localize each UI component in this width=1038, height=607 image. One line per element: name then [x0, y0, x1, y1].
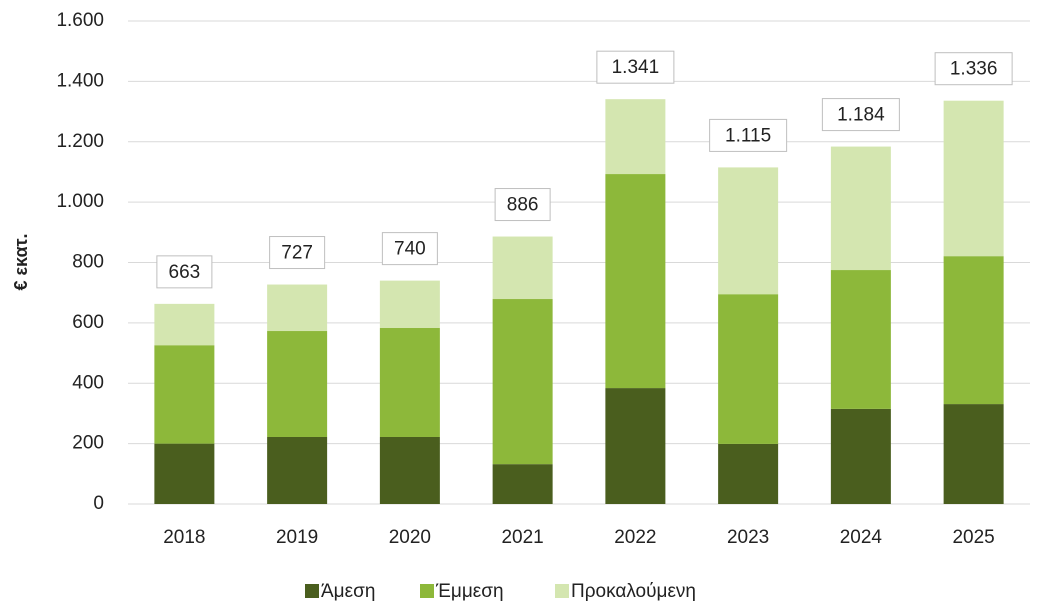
bar-segment — [492, 464, 553, 504]
total-label: 886 — [507, 195, 539, 216]
x-tick-label: 2023 — [727, 527, 769, 548]
y-axis-title: € εκατ. — [11, 233, 31, 290]
bar-segment — [718, 294, 779, 444]
bar-segment — [379, 328, 440, 437]
bar-segment — [492, 299, 553, 465]
x-tick-label: 2018 — [163, 527, 205, 548]
total-label-box — [494, 188, 551, 222]
total-label: 1.115 — [725, 125, 771, 146]
x-tick-label: 2025 — [952, 527, 994, 548]
legend-swatch — [420, 584, 434, 598]
x-tick-label: 2022 — [614, 527, 656, 548]
x-tick-label: 2021 — [501, 527, 543, 548]
bar-segment — [605, 99, 666, 175]
bar-segment — [943, 100, 1004, 257]
bar-segment — [943, 256, 1004, 405]
total-label: 1.341 — [612, 57, 660, 78]
y-tick-label: 200 — [72, 433, 104, 454]
y-tick-label: 1.400 — [56, 70, 104, 91]
bar-segment — [718, 443, 779, 504]
total-label: 1.184 — [837, 105, 885, 126]
legend-swatch — [555, 584, 569, 598]
total-label-box — [596, 50, 675, 84]
total-label: 1.336 — [950, 59, 998, 80]
bar-segment — [605, 388, 666, 504]
total-label-box — [269, 236, 326, 270]
bar-segment — [379, 280, 440, 329]
y-tick-label: 1.000 — [56, 191, 104, 212]
bar-segment — [267, 284, 328, 332]
y-tick-label: 400 — [72, 372, 104, 393]
total-label-box — [934, 52, 1013, 86]
total-label-box — [156, 255, 213, 289]
x-tick-label: 2019 — [276, 527, 318, 548]
bar-segment — [605, 174, 666, 389]
y-tick-label: 1.600 — [56, 10, 104, 31]
total-label: 740 — [394, 239, 426, 260]
bar-segment — [267, 331, 328, 437]
bar-segment — [154, 303, 215, 346]
legend-label: Άμεση — [321, 581, 375, 602]
y-tick-label: 0 — [93, 493, 104, 514]
total-label-box — [381, 232, 438, 266]
bar-segment — [154, 345, 215, 444]
total-label: 727 — [281, 243, 313, 264]
bar-segment — [154, 443, 215, 504]
bar-segment — [943, 404, 1004, 504]
x-tick-label: 2024 — [840, 527, 883, 548]
y-tick-label: 600 — [72, 312, 104, 333]
total-label: 663 — [169, 262, 201, 283]
legend-label: Έμμεση — [435, 581, 504, 602]
bar-segment — [830, 146, 891, 271]
y-tick-label: 800 — [72, 252, 104, 273]
bar-segment — [718, 167, 779, 295]
bar-segment — [492, 236, 553, 300]
bar-segment — [379, 436, 440, 504]
legend-swatch — [305, 584, 319, 598]
y-tick-label: 1.200 — [56, 131, 104, 152]
bar-segment — [830, 270, 891, 409]
x-tick-label: 2020 — [389, 527, 431, 548]
bar-segment — [830, 408, 891, 504]
total-label-box — [821, 98, 900, 132]
total-label-box — [709, 118, 788, 152]
legend-label: Προκαλούμενη — [571, 581, 696, 602]
bar-segment — [267, 436, 328, 504]
